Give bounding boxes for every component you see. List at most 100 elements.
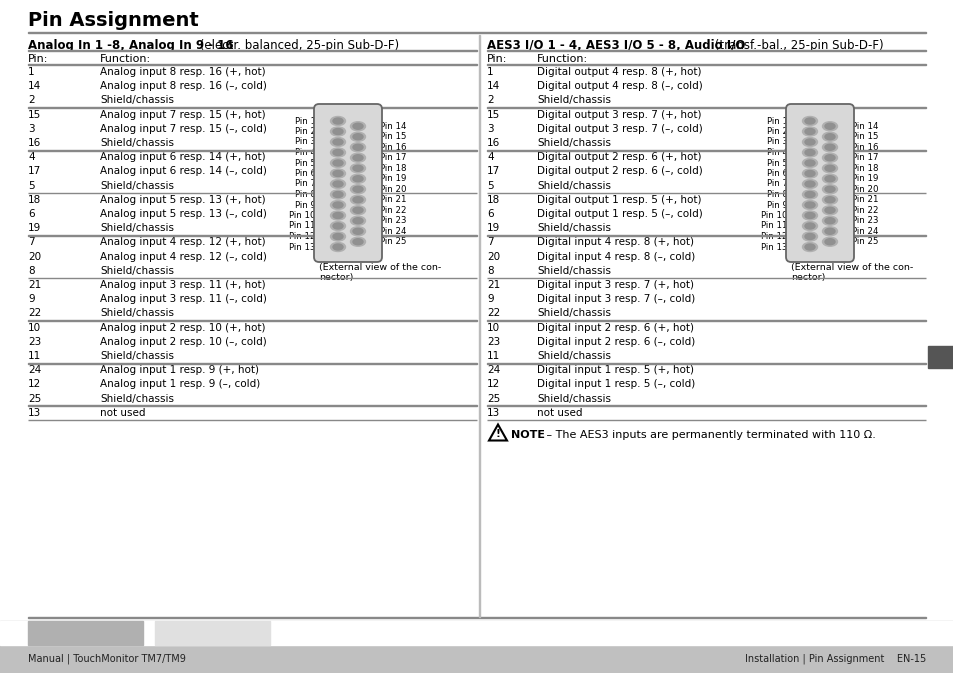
- Text: Analog input 2 resp. 10 (+, hot): Analog input 2 resp. 10 (+, hot): [100, 322, 265, 332]
- Text: Shield/chassis: Shield/chassis: [537, 180, 610, 190]
- Text: Analog input 4 resp. 12 (–, cold): Analog input 4 resp. 12 (–, cold): [100, 252, 267, 262]
- Ellipse shape: [333, 160, 343, 166]
- Text: Pin 19: Pin 19: [379, 174, 406, 183]
- Text: 14: 14: [486, 81, 499, 92]
- Text: Digital input 2 resp. 6 (+, hot): Digital input 2 resp. 6 (+, hot): [537, 322, 693, 332]
- Text: Digital output 4 resp. 8 (–, cold): Digital output 4 resp. 8 (–, cold): [537, 81, 702, 92]
- Text: Digital input 2 resp. 6 (–, cold): Digital input 2 resp. 6 (–, cold): [537, 336, 695, 347]
- Text: 3: 3: [486, 124, 493, 134]
- Text: Pin 5: Pin 5: [766, 159, 787, 168]
- Ellipse shape: [333, 129, 343, 135]
- Text: 4: 4: [486, 152, 493, 162]
- Text: Pin 5: Pin 5: [294, 159, 315, 168]
- Text: Pin 16: Pin 16: [851, 143, 878, 151]
- Text: (electr. balanced, 25-pin Sub-D-F): (electr. balanced, 25-pin Sub-D-F): [195, 39, 398, 52]
- Text: Digital output 2 resp. 6 (+, hot): Digital output 2 resp. 6 (+, hot): [537, 152, 700, 162]
- Ellipse shape: [330, 190, 345, 199]
- Ellipse shape: [821, 195, 837, 204]
- Bar: [486, 50, 925, 51]
- Text: Pin 14: Pin 14: [379, 122, 406, 131]
- Ellipse shape: [353, 123, 363, 129]
- Text: Shield/chassis: Shield/chassis: [100, 394, 173, 404]
- Text: 19: 19: [486, 223, 499, 234]
- Text: 1: 1: [28, 67, 34, 77]
- Ellipse shape: [801, 211, 817, 220]
- Text: Pin:: Pin:: [486, 54, 507, 64]
- Text: Pin 11: Pin 11: [289, 221, 315, 230]
- Ellipse shape: [804, 244, 814, 250]
- Ellipse shape: [824, 155, 834, 161]
- Text: Analog input 4 resp. 12 (+, hot): Analog input 4 resp. 12 (+, hot): [100, 238, 265, 248]
- Bar: [486, 420, 925, 421]
- Text: 10: 10: [486, 322, 499, 332]
- Ellipse shape: [333, 139, 343, 145]
- Text: Manual | TouchMonitor TM7/TM9: Manual | TouchMonitor TM7/TM9: [28, 653, 186, 664]
- Ellipse shape: [821, 238, 837, 246]
- Text: Pin 3: Pin 3: [766, 137, 787, 147]
- Ellipse shape: [804, 139, 814, 145]
- Ellipse shape: [821, 122, 837, 131]
- Text: 7: 7: [28, 238, 34, 248]
- Text: Pin 13: Pin 13: [760, 242, 787, 252]
- Ellipse shape: [824, 134, 834, 140]
- Text: 7: 7: [486, 238, 493, 248]
- Ellipse shape: [330, 127, 345, 136]
- Text: Pin 9: Pin 9: [294, 201, 315, 209]
- Text: Shield/chassis: Shield/chassis: [537, 308, 610, 318]
- Text: 13: 13: [486, 408, 499, 418]
- Text: Digital output 3 resp. 7 (+, hot): Digital output 3 resp. 7 (+, hot): [537, 110, 700, 120]
- Text: Digital output 1 resp. 5 (+, hot): Digital output 1 resp. 5 (+, hot): [537, 194, 700, 205]
- Text: (transf.-bal., 25-pin Sub-D-F): (transf.-bal., 25-pin Sub-D-F): [710, 39, 882, 52]
- Text: Analog input 6 resp. 14 (+, hot): Analog input 6 resp. 14 (+, hot): [100, 152, 265, 162]
- Text: 25: 25: [486, 394, 499, 404]
- Ellipse shape: [353, 134, 363, 140]
- Bar: [154, 621, 270, 645]
- Ellipse shape: [801, 180, 817, 188]
- Bar: [486, 107, 925, 108]
- Text: not used: not used: [537, 408, 582, 418]
- Ellipse shape: [333, 192, 343, 197]
- Text: Pin 11: Pin 11: [760, 221, 787, 230]
- Ellipse shape: [330, 242, 345, 252]
- Text: Pin 1: Pin 1: [294, 116, 315, 125]
- Ellipse shape: [804, 149, 814, 155]
- Ellipse shape: [353, 228, 363, 234]
- Ellipse shape: [353, 176, 363, 182]
- Text: 1: 1: [486, 67, 493, 77]
- Text: Digital input 4 resp. 8 (+, hot): Digital input 4 resp. 8 (+, hot): [537, 238, 693, 248]
- Ellipse shape: [821, 206, 837, 215]
- Bar: [486, 64, 925, 65]
- Text: Shield/chassis: Shield/chassis: [537, 96, 610, 106]
- Text: Digital output 1 resp. 5 (–, cold): Digital output 1 resp. 5 (–, cold): [537, 209, 702, 219]
- Text: 14: 14: [28, 81, 41, 92]
- Bar: [28, 150, 476, 151]
- Text: 2: 2: [486, 96, 493, 106]
- Text: Pin 9: Pin 9: [766, 201, 787, 209]
- Bar: [0, 621, 953, 645]
- Text: Pin 8: Pin 8: [294, 190, 315, 199]
- Ellipse shape: [824, 144, 834, 150]
- Text: Pin 8: Pin 8: [766, 190, 787, 199]
- Ellipse shape: [821, 227, 837, 236]
- Ellipse shape: [333, 149, 343, 155]
- Text: Pin 21: Pin 21: [851, 195, 878, 204]
- Ellipse shape: [824, 197, 834, 203]
- Text: Pin 18: Pin 18: [379, 164, 406, 173]
- Text: Digital input 1 resp. 5 (–, cold): Digital input 1 resp. 5 (–, cold): [537, 380, 695, 390]
- Ellipse shape: [804, 181, 814, 187]
- Text: 20: 20: [486, 252, 499, 262]
- Text: 11: 11: [486, 351, 499, 361]
- Ellipse shape: [804, 170, 814, 176]
- Text: Pin 20: Pin 20: [851, 185, 878, 194]
- Ellipse shape: [350, 153, 365, 162]
- Bar: [486, 235, 925, 236]
- Text: Shield/chassis: Shield/chassis: [100, 180, 173, 190]
- Ellipse shape: [801, 242, 817, 252]
- Ellipse shape: [801, 169, 817, 178]
- Text: (External view of the con-
nector): (External view of the con- nector): [790, 263, 912, 283]
- Text: Pin 15: Pin 15: [851, 133, 878, 141]
- Text: Digital output 3 resp. 7 (–, cold): Digital output 3 resp. 7 (–, cold): [537, 124, 702, 134]
- Bar: [486, 150, 925, 151]
- Text: Shield/chassis: Shield/chassis: [537, 223, 610, 234]
- Ellipse shape: [353, 144, 363, 150]
